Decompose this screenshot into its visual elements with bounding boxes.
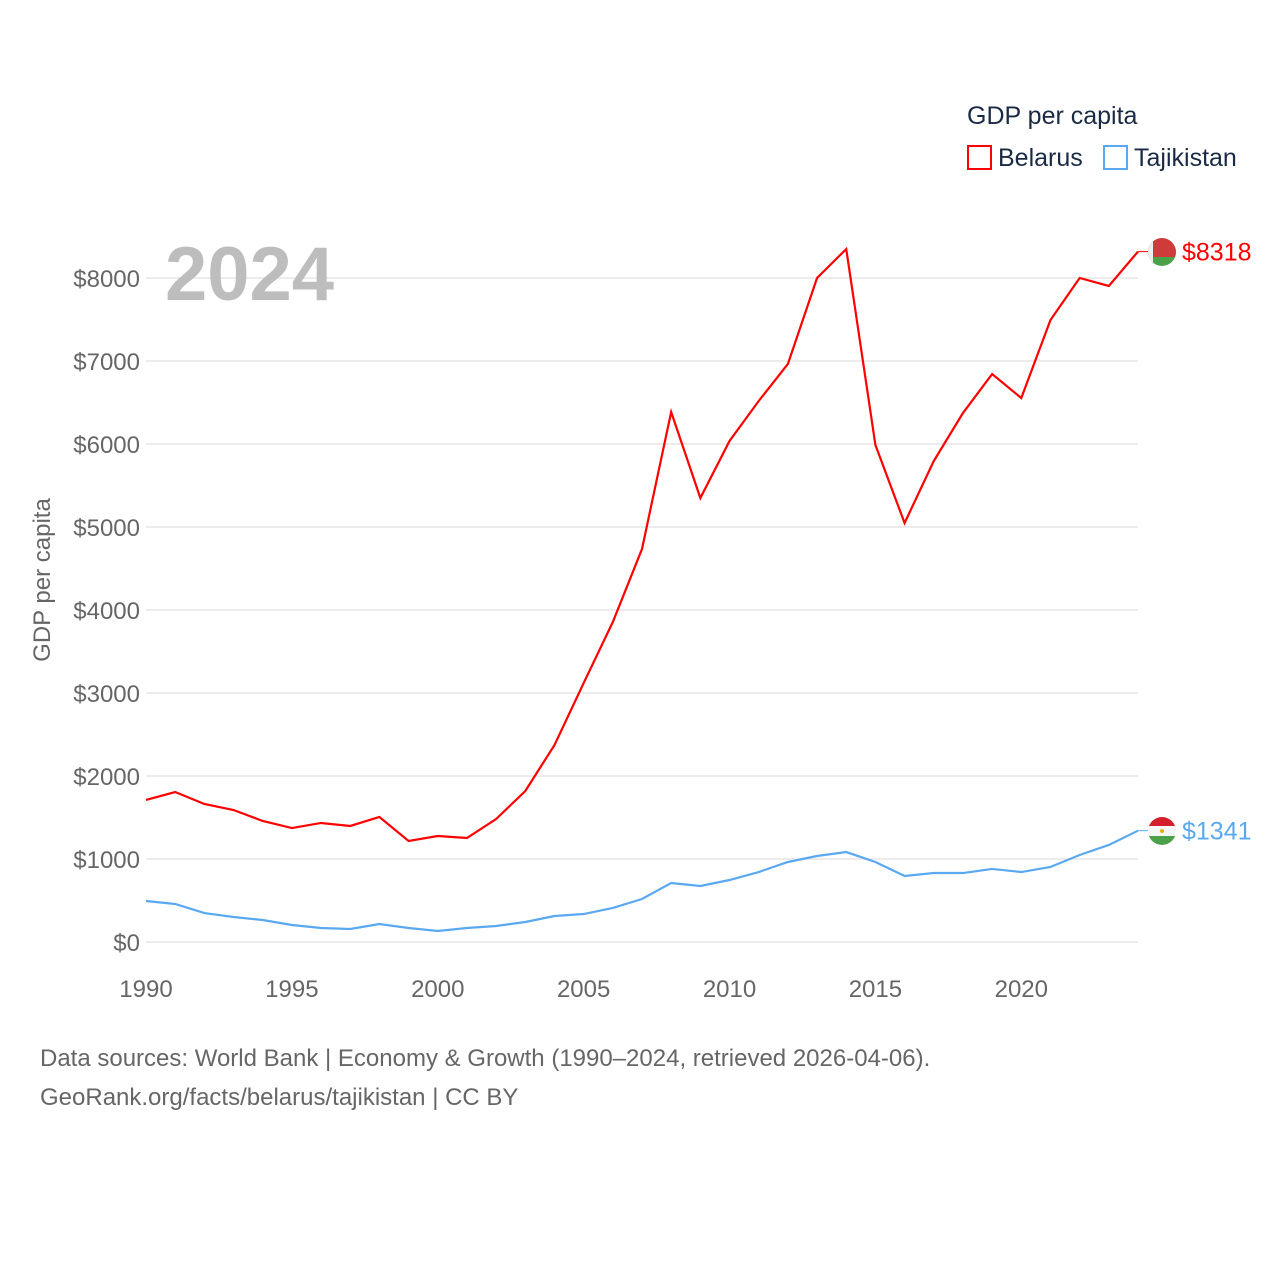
legend-label: Tajikistan <box>1134 144 1237 172</box>
y-tick-label: $7000 <box>73 349 140 376</box>
y-axis-label: GDP per capita <box>29 498 56 662</box>
end-value-label: $8318 <box>1182 239 1252 267</box>
y-tick-label: $2000 <box>73 764 140 791</box>
footer-attribution: GeoRank.org/facts/belarus/tajikistan | C… <box>40 1084 519 1111</box>
belarus-flag-icon <box>1148 238 1176 266</box>
series-line-tajikistan <box>145 829 1139 933</box>
year-label: 2024 <box>165 232 334 317</box>
legend-item-belarus[interactable]: Belarus <box>967 144 1083 172</box>
series-line-belarus <box>145 246 1139 843</box>
x-tick-label: 2000 <box>411 976 464 1003</box>
footer-sources: Data sources: World Bank | Economy & Gro… <box>40 1045 931 1072</box>
tajikistan-flag-icon <box>1148 817 1176 845</box>
y-tick-label: $8000 <box>73 266 140 293</box>
y-tick-label: $4000 <box>73 598 140 625</box>
legend-title: GDP per capita <box>967 102 1138 130</box>
legend-label: Belarus <box>998 144 1083 172</box>
y-tick-label: $3000 <box>73 681 140 708</box>
y-tick-label: $5000 <box>73 515 140 542</box>
x-tick-label: 1990 <box>119 976 172 1003</box>
legend-swatch <box>967 145 992 170</box>
x-tick-label: 2015 <box>849 976 902 1003</box>
end-value-label: $1341 <box>1182 818 1252 846</box>
legend-item-tajikistan[interactable]: Tajikistan <box>1103 144 1237 172</box>
y-tick-label: $6000 <box>73 432 140 459</box>
x-tick-label: 1995 <box>265 976 318 1003</box>
legend-swatch <box>1103 145 1128 170</box>
x-tick-label: 2020 <box>995 976 1048 1003</box>
x-tick-label: 2005 <box>557 976 610 1003</box>
y-tick-label: $1000 <box>73 847 140 874</box>
x-tick-label: 2010 <box>703 976 756 1003</box>
y-tick-label: $0 <box>113 930 140 957</box>
